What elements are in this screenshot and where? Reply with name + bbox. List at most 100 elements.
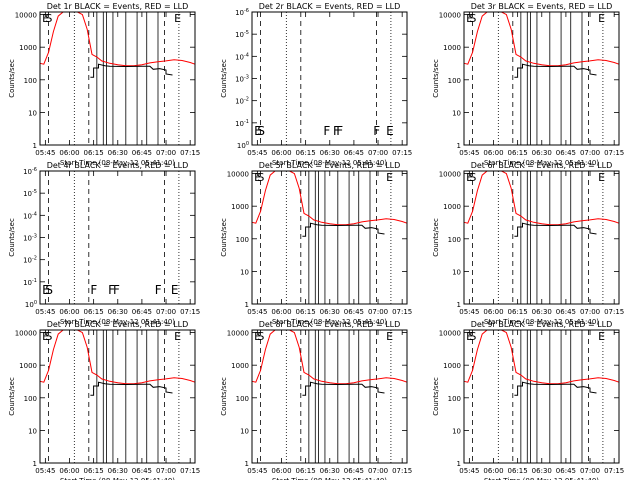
y-tick-label: 1	[245, 460, 249, 468]
events-series-line	[302, 381, 385, 396]
chart-panel: Det 8r BLACK = Events, RED = LLD Counts/s…	[220, 320, 412, 480]
x-tick-label: 07:00	[580, 308, 600, 316]
chart-panel: Det 2r BLACK = Events, RED = LLD Counts/s…	[220, 2, 412, 167]
x-tick-label: 06:15	[296, 308, 316, 316]
events-series-line	[302, 222, 385, 237]
x-tick-label: 05:45	[247, 308, 267, 316]
flag-label: E	[466, 171, 473, 184]
x-tick-label: 06:45	[132, 149, 152, 157]
y-tick-label: 1000	[443, 203, 461, 211]
y-tick-label: 1000	[19, 44, 37, 52]
y-tick-label: 1000	[443, 44, 461, 52]
x-axis-label: Start Time (08-May-12 05:41:40)	[272, 159, 387, 167]
y-tick-label: 100	[24, 395, 37, 403]
x-tick-label: 06:45	[556, 467, 576, 475]
x-tick-label: 07:15	[604, 308, 624, 316]
chart-title: Det 8r BLACK = Events, RED = LLD	[259, 320, 401, 329]
x-tick-label: 06:15	[296, 467, 316, 475]
y-tick-label: 100	[236, 236, 249, 244]
y-tick-label: 10000	[227, 171, 249, 179]
x-tick-label: 06:00	[59, 467, 79, 475]
y-axis-label: Counts/sec	[8, 218, 16, 257]
flag-label: S	[469, 171, 476, 184]
chart-title: Det 7r BLACK = Events, RED = LLD	[47, 320, 189, 329]
flag-label: E	[598, 171, 605, 184]
flag-label: E	[598, 330, 605, 343]
y-axis-label: Counts/sec	[8, 377, 16, 416]
x-tick-label: 06:00	[59, 149, 79, 157]
y-tick-label: 10000	[15, 330, 37, 338]
x-tick-label: 07:15	[392, 467, 412, 475]
x-tick-label: 06:45	[556, 308, 576, 316]
flag-label: E	[598, 12, 605, 25]
x-tick-label: 06:15	[508, 149, 528, 157]
x-tick-label: 06:30	[320, 149, 340, 157]
x-tick-label: 06:00	[483, 467, 503, 475]
flag-label: S	[257, 330, 264, 343]
chart-panel: Det 1r BLACK = Events, RED = LLD Counts/s…	[8, 2, 200, 167]
x-axis-label: Start Time (08-May-12 05:41:40)	[60, 159, 175, 167]
x-axis-label: Start Time (08-May-12 05:41:40)	[60, 477, 175, 480]
x-tick-label: 07:15	[392, 308, 412, 316]
flag-label: F	[333, 124, 340, 138]
x-axis-label: Start Time (08-May-12 05:41:40)	[484, 477, 599, 480]
events-series-line	[90, 63, 173, 78]
flag-label: S	[45, 283, 53, 297]
y-tick-label: 1	[457, 460, 461, 468]
chart-panel: Det 7r BLACK = Events, RED = LLD Counts/s…	[8, 320, 200, 480]
x-tick-label: 06:00	[271, 308, 291, 316]
x-tick-label: 05:45	[35, 308, 55, 316]
plot-frame	[39, 329, 196, 464]
y-axis-label: Counts/sec	[432, 218, 440, 257]
y-tick-label: 10-1	[235, 119, 249, 128]
x-tick-label: 06:45	[344, 308, 364, 316]
x-tick-label: 07:00	[156, 149, 176, 157]
x-tick-label: 06:00	[483, 149, 503, 157]
y-axis-label: Counts/sec	[220, 377, 228, 416]
flag-label: E	[42, 283, 50, 297]
x-tick-label: 07:15	[392, 149, 412, 157]
y-tick-label: 1	[457, 301, 461, 309]
x-tick-label: 06:00	[59, 308, 79, 316]
y-tick-label: 10000	[439, 12, 461, 20]
x-tick-label: 06:30	[320, 467, 340, 475]
x-tick-label: 07:15	[604, 149, 624, 157]
lld-series-line	[463, 170, 620, 226]
lld-series-line	[251, 329, 408, 385]
chart-title: Det 3r BLACK = Events, RED = LLD	[471, 2, 613, 11]
y-tick-label: 1000	[231, 203, 249, 211]
chart-title: Det 1r BLACK = Events, RED = LLD	[47, 2, 189, 11]
y-tick-label: 10-1	[23, 278, 37, 287]
flag-label: E	[386, 171, 393, 184]
x-tick-label: 07:00	[156, 467, 176, 475]
events-series-line	[514, 222, 597, 237]
x-tick-label: 06:15	[84, 149, 104, 157]
chart-panel: Det 3r BLACK = Events, RED = LLD Counts/s…	[432, 2, 624, 167]
flag-label: S	[45, 12, 52, 25]
y-tick-label: 10-6	[235, 8, 249, 17]
flag-label: E	[466, 330, 473, 343]
events-series-line	[514, 63, 597, 78]
y-tick-label: 10-3	[235, 75, 249, 84]
chart-title: Det 5r BLACK = Events, RED = LLD	[259, 161, 401, 170]
x-tick-label: 07:15	[604, 467, 624, 475]
x-tick-label: 06:30	[108, 467, 128, 475]
y-tick-label: 1	[33, 460, 37, 468]
y-tick-label: 10000	[439, 171, 461, 179]
x-tick-label: 06:30	[532, 467, 552, 475]
x-tick-label: 07:15	[180, 149, 200, 157]
lld-series-line	[463, 329, 620, 385]
y-tick-label: 10	[28, 109, 37, 117]
x-tick-label: 06:45	[132, 467, 152, 475]
y-tick-label: 10000	[227, 330, 249, 338]
x-tick-label: 06:15	[508, 308, 528, 316]
x-tick-label: 06:00	[271, 149, 291, 157]
x-tick-label: 05:45	[459, 308, 479, 316]
plot-frame	[463, 11, 620, 146]
plot-frame	[39, 11, 196, 146]
y-tick-label: 1	[33, 142, 37, 150]
x-tick-label: 06:45	[344, 467, 364, 475]
x-tick-label: 05:45	[459, 149, 479, 157]
flag-label: E	[466, 12, 473, 25]
